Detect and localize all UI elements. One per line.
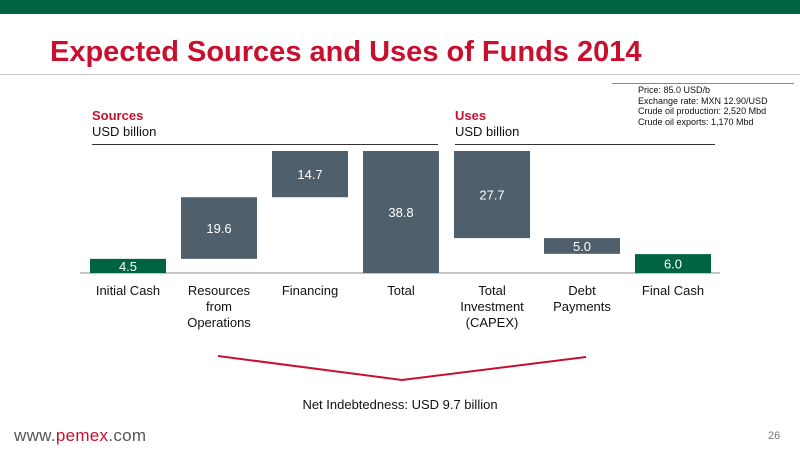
assumption-exports: Crude oil exports: 1,170 Mbd: [638, 116, 754, 127]
footer-url-suffix: .com: [108, 426, 147, 445]
sources-divider: [92, 144, 438, 145]
uses-divider: [455, 144, 715, 145]
bar-6: [544, 238, 620, 254]
bar-1: [90, 258, 166, 273]
uses-unit: USD billion: [455, 124, 520, 139]
data-label-4: 38.8: [388, 205, 413, 220]
page-title: Expected Sources and Uses of Funds 2014: [50, 36, 642, 68]
assumptions-divider: [612, 83, 794, 84]
page-number: 26: [768, 430, 781, 442]
sources-heading: Sources: [92, 108, 144, 123]
footer-url-prefix: www.: [14, 426, 56, 445]
data-label-7: 6.0: [664, 257, 682, 272]
bar-5: [454, 151, 530, 239]
category-label-6: Debt Payments: [553, 283, 611, 314]
data-label-1: 4.5: [119, 259, 137, 274]
category-label-3: Financing: [282, 283, 338, 298]
bar-7: [635, 254, 711, 273]
data-label-5: 27.7: [479, 188, 504, 203]
category-label-1: Initial Cash: [96, 283, 160, 298]
net-indebtedness-bracket: [217, 355, 587, 382]
footer-website[interactable]: www.pemex.com: [14, 426, 146, 446]
data-label-2: 19.6: [206, 221, 231, 236]
data-label-6: 5.0: [573, 239, 591, 254]
bar-2: [181, 197, 257, 259]
top-brand-bar: [0, 0, 800, 14]
net-indebtedness-label: Net Indebtedness: USD 9.7 billion: [302, 397, 498, 412]
data-label-3: 14.7: [297, 167, 322, 182]
category-label-7: Final Cash: [642, 283, 704, 298]
footer-url-brand: pemex: [55, 426, 109, 445]
assumption-price: Price: 85.0 USD/b: [638, 85, 711, 95]
category-label-5: Total Investment (CAPEX): [460, 283, 524, 330]
category-label-4: Total: [387, 283, 415, 298]
bar-4: [363, 151, 439, 273]
uses-heading: Uses: [455, 108, 487, 123]
category-label-2: Resources from Operations: [187, 283, 251, 330]
title-divider: [0, 74, 800, 75]
assumption-production: Crude oil production: 2,520 Mbd: [638, 106, 767, 116]
assumption-exchange-rate: Exchange rate: MXN 12.90/USD: [638, 95, 768, 106]
sources-unit: USD billion: [92, 124, 157, 139]
bar-3: [272, 151, 348, 198]
assumptions-box: Price: 85.0 USD/b Exchange rate: MXN 12.…: [638, 85, 768, 127]
